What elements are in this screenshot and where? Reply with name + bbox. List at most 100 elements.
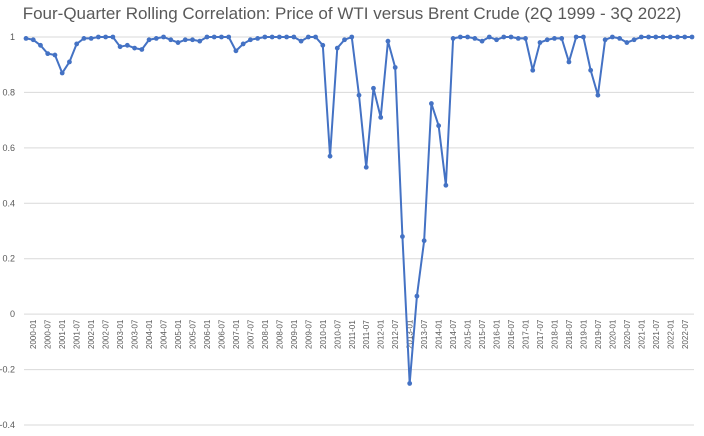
data-point [88,35,94,41]
x-tick-label: 2011-01 [348,320,357,349]
series-wti-brent-correlation [23,34,695,386]
y-tick-label: 0.4 [2,198,15,208]
data-point [472,35,478,41]
data-point [537,40,543,45]
x-tick-label: 2001-01 [58,319,67,349]
data-point [349,34,355,40]
x-tick-label: 2019-01 [579,319,588,349]
data-point [544,37,550,43]
data-point [313,34,318,40]
data-point [38,42,43,48]
y-tick-label: 0.6 [2,143,15,153]
data-point [161,34,166,40]
data-point [667,34,673,40]
data-point [255,35,261,41]
x-tick-label: 2016-01 [493,319,502,349]
data-point [530,67,536,73]
x-tick-label: 2021-07 [652,319,661,349]
data-point [573,34,579,40]
data-point [428,101,434,106]
data-point [153,35,159,41]
data-point [646,34,651,40]
x-tick-label: 2020-07 [623,319,632,349]
data-point [211,34,217,40]
y-tick-label: -0.2 [0,365,15,375]
data-point [515,35,521,41]
data-point [117,44,123,50]
data-point [552,35,557,41]
data-point [146,37,152,43]
x-tick-label: 2007-07 [246,319,255,349]
data-point [356,92,362,98]
data-point [436,123,442,129]
data-point [508,34,514,40]
data-point [291,34,297,40]
data-point [638,34,644,40]
y-axis-ticks: 1 0.8 0.6 0.4 0.2 0 -0.2 -0.4 [0,32,15,430]
data-point [617,35,623,41]
x-tick-label: 2016-07 [507,319,516,349]
data-point [675,34,680,40]
x-tick-label: 2021-01 [637,319,646,349]
data-point [276,34,282,40]
data-point [284,34,290,40]
x-tick-label: 2007-01 [232,319,241,349]
x-tick-label: 2009-07 [304,319,313,349]
data-point [631,37,637,43]
data-point [59,70,65,76]
data-point [400,234,405,239]
data-point [95,34,101,40]
data-point [262,34,268,40]
data-point [371,85,376,91]
x-tick-label: 2009-01 [290,319,299,349]
x-tick-label: 2004-07 [160,319,169,349]
data-point [23,35,29,41]
x-tick-label: 2014-07 [449,319,458,349]
data-point [588,67,594,73]
data-point [190,37,195,43]
data-point [385,38,391,44]
x-tick-label: 2010-01 [319,319,328,349]
data-point [392,65,398,70]
data-point [67,59,72,65]
data-point [559,35,565,41]
x-tick-label: 2014-01 [435,319,444,349]
x-tick-label: 2020-01 [608,319,617,349]
x-tick-label: 2005-07 [189,319,198,349]
x-tick-label: 2022-07 [681,319,690,349]
x-tick-label: 2012-07 [391,319,400,349]
data-point [248,37,253,43]
x-tick-label: 2005-01 [174,319,183,349]
data-point [363,164,369,170]
data-point [103,34,109,40]
data-point [298,38,304,44]
data-point [479,38,485,44]
x-tick-label: 2002-07 [102,319,111,349]
data-point [219,34,224,40]
data-point [45,51,51,57]
x-tick-label: 2022-01 [666,319,675,349]
x-tick-label: 2018-07 [565,319,574,349]
data-point [305,34,311,40]
data-point [523,35,528,41]
x-tick-label: 2019-07 [594,319,603,349]
data-point [182,37,188,43]
data-point [204,34,210,40]
data-point [30,37,36,43]
chart-title: Four-Quarter Rolling Correlation: Price … [22,4,682,23]
x-tick-label: 2006-01 [203,319,212,349]
x-axis-ticks: 2000-01 2000-07 2001-01 2001-07 2002-01 2002-… [29,319,690,349]
data-point [378,114,384,120]
data-point [486,34,492,40]
x-tick-label: 2015-07 [478,319,487,349]
x-tick-label: 2015-01 [464,319,473,349]
x-tick-label: 2008-07 [275,319,284,349]
x-tick-label: 2011-07 [362,320,371,349]
data-point [52,52,58,58]
x-tick-label: 2006-07 [217,319,226,349]
data-point [595,92,601,98]
data-point [226,34,232,40]
data-point [240,41,246,47]
data-point [624,40,630,45]
